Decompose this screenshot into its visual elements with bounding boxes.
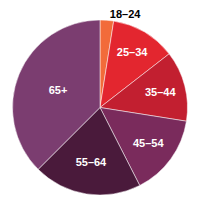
svg-text:18–24: 18–24 bbox=[110, 8, 141, 20]
svg-text:25–34: 25–34 bbox=[117, 46, 148, 58]
svg-text:45–54: 45–54 bbox=[133, 137, 164, 149]
svg-text:55–64: 55–64 bbox=[76, 156, 107, 168]
svg-text:35–44: 35–44 bbox=[145, 86, 176, 98]
svg-text:65+: 65+ bbox=[49, 84, 68, 96]
